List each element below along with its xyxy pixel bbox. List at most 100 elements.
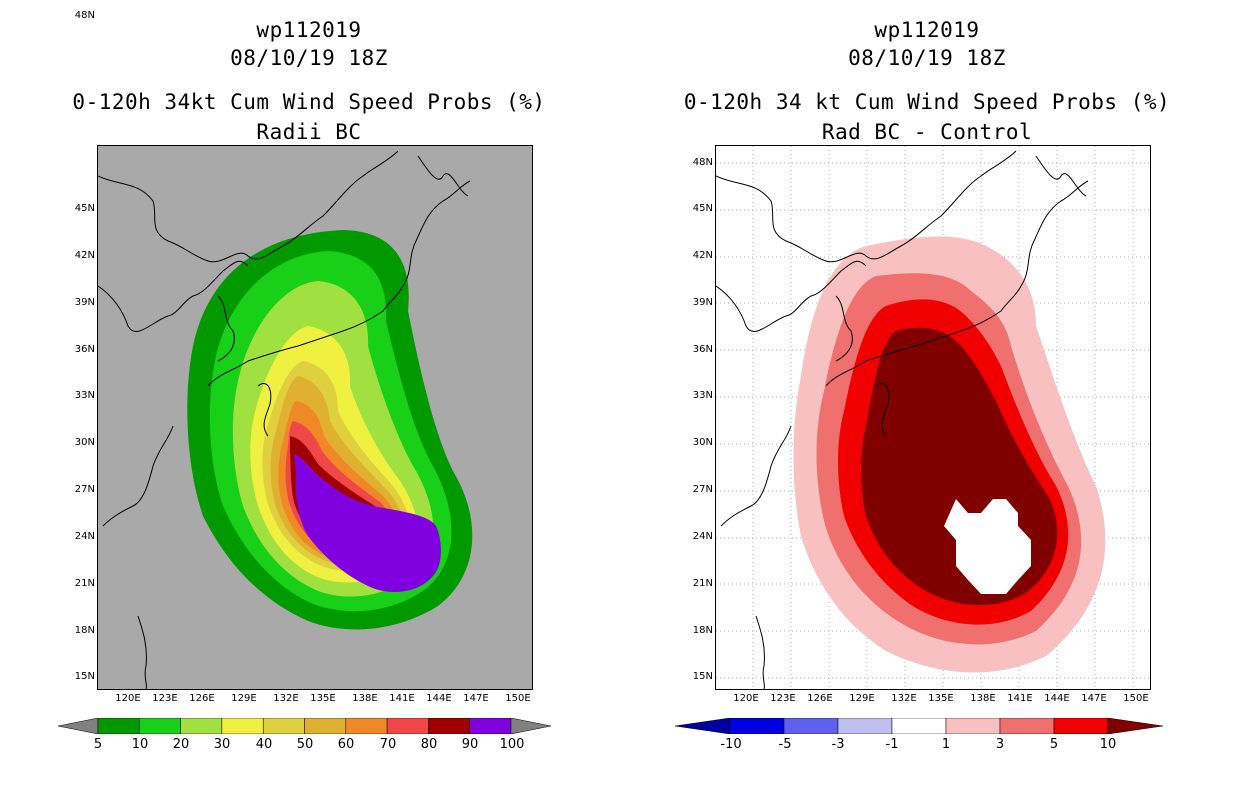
chart-subtitle: Radii BC	[256, 120, 362, 144]
chart-title: 0-120h 34kt Cum Wind Speed Probs (%)	[72, 90, 546, 114]
y-tick-label: 39N	[74, 297, 95, 308]
probability-map	[97, 145, 533, 690]
colorbar-segment	[891, 718, 947, 734]
y-tick-label: 33N	[74, 390, 95, 401]
coastline	[417, 155, 469, 197]
x-tick-label: 123E	[152, 693, 178, 704]
x-tick-label: 126E	[807, 693, 833, 704]
colorbar-label: 1	[941, 737, 951, 752]
x-tick-label: 147E	[463, 693, 489, 704]
x-tick-label: 135E	[310, 693, 336, 704]
y-tick-label: 48N	[692, 157, 713, 168]
y-tick-label: 30N	[692, 437, 713, 448]
coastline	[98, 260, 249, 332]
x-tick-label: 135E	[928, 693, 954, 704]
y-tick-label: 24N	[74, 531, 95, 542]
colorbar-label: -10	[720, 737, 742, 752]
x-tick-label: 144E	[1044, 693, 1070, 704]
x-tick-label: 123E	[770, 693, 796, 704]
colorbar-segment	[221, 718, 264, 734]
colorbar-label: -5	[778, 737, 792, 752]
coastline	[835, 295, 853, 362]
y-tick-label: 24N	[692, 531, 713, 542]
coastline	[102, 425, 174, 527]
contour-100	[295, 456, 441, 592]
coastline	[137, 615, 147, 689]
left-panel: wp112019 08/10/19 18Z 0-120h 34kt Cum Wi…	[58, 10, 551, 752]
chart-title: 0-120h 34 kt Cum Wind Speed Probs (%)	[683, 90, 1171, 114]
colorbar-label: 70	[379, 737, 397, 752]
x-tick-label: 120E	[733, 693, 759, 704]
coastline	[257, 383, 272, 437]
colorbar-segment	[729, 718, 785, 734]
x-tick-label: 147E	[1081, 693, 1107, 704]
colorbar	[58, 718, 551, 734]
x-tick-label: 138E	[970, 693, 996, 704]
coastline	[875, 383, 890, 437]
colorbar-label: 40	[255, 737, 273, 752]
coastline	[716, 150, 1017, 263]
datetime: 08/10/19 18Z	[848, 46, 1006, 70]
coastline	[217, 295, 235, 362]
colorbar-segment	[999, 718, 1055, 734]
coastline	[207, 285, 404, 387]
right-panel: wp112019 08/10/19 18Z 0-120h 34 kt Cum W…	[618, 0, 1236, 800]
y-tick-label: 30N	[74, 437, 95, 448]
colorbar-label: 5	[1049, 737, 1059, 752]
coastline	[720, 425, 792, 527]
near-zero-region	[944, 499, 1031, 594]
x-tick-label: 129E	[849, 693, 875, 704]
x-tick-label: 150E	[505, 693, 531, 704]
colorbar-high-arrow	[510, 718, 551, 734]
colorbar-segment	[139, 718, 181, 734]
x-tick-label: 126E	[189, 693, 215, 704]
colorbar-segment	[837, 718, 893, 734]
coastline	[1035, 155, 1087, 197]
colorbar-label: 20	[172, 737, 190, 752]
colorbar-segment	[180, 718, 223, 734]
chart-subtitle: Rad BC - Control	[821, 120, 1033, 144]
y-tick-label: 45N	[692, 203, 713, 214]
storm-id: wp112019	[874, 18, 980, 42]
colorbar-label: -3	[831, 737, 845, 752]
colorbar-label: 10	[1099, 737, 1117, 752]
storm-id: wp112019	[256, 18, 362, 42]
colorbar-low-arrow	[675, 718, 731, 734]
datetime: 08/10/19 18Z	[230, 46, 388, 70]
colorbar-segment	[262, 718, 305, 734]
y-tick-label: 27N	[74, 484, 95, 495]
colorbar-label: 100	[499, 737, 525, 752]
coastline	[755, 615, 765, 689]
x-tick-label: 132E	[273, 693, 299, 704]
x-tick-label: 141E	[389, 693, 415, 704]
y-tick-label: 36N	[74, 344, 95, 355]
x-tick-label: 150E	[1123, 693, 1149, 704]
coastline	[402, 180, 471, 287]
colorbar-label: 60	[337, 737, 355, 752]
y-tick-label: 48N	[74, 10, 95, 21]
coastline	[716, 260, 867, 332]
y-tick-label: 18N	[692, 625, 713, 636]
x-tick-label: 141E	[1007, 693, 1033, 704]
coastline	[98, 150, 399, 263]
y-tick-label: 27N	[692, 484, 713, 495]
x-tick-label: 129E	[231, 693, 257, 704]
y-tick-label: 42N	[74, 250, 95, 261]
x-tick-label: 120E	[115, 693, 141, 704]
y-tick-label: 18N	[74, 625, 95, 636]
colorbar-label: 30	[213, 737, 231, 752]
colorbar-segment	[304, 718, 347, 734]
y-tick-label: 33N	[692, 390, 713, 401]
y-tick-label: 45N	[74, 203, 95, 214]
colorbar-segment	[386, 718, 429, 734]
colorbar-segment	[428, 718, 470, 734]
colorbar-segment	[97, 718, 140, 734]
colorbar-high-arrow	[1107, 718, 1163, 734]
y-tick-label: 21N	[74, 578, 95, 589]
colorbar-label: -1	[885, 737, 899, 752]
colorbar-label: 90	[461, 737, 479, 752]
colorbar-segment	[783, 718, 839, 734]
y-tick-label: 36N	[692, 344, 713, 355]
colorbar-label: 5	[93, 737, 103, 752]
y-tick-label: 15N	[692, 671, 713, 682]
